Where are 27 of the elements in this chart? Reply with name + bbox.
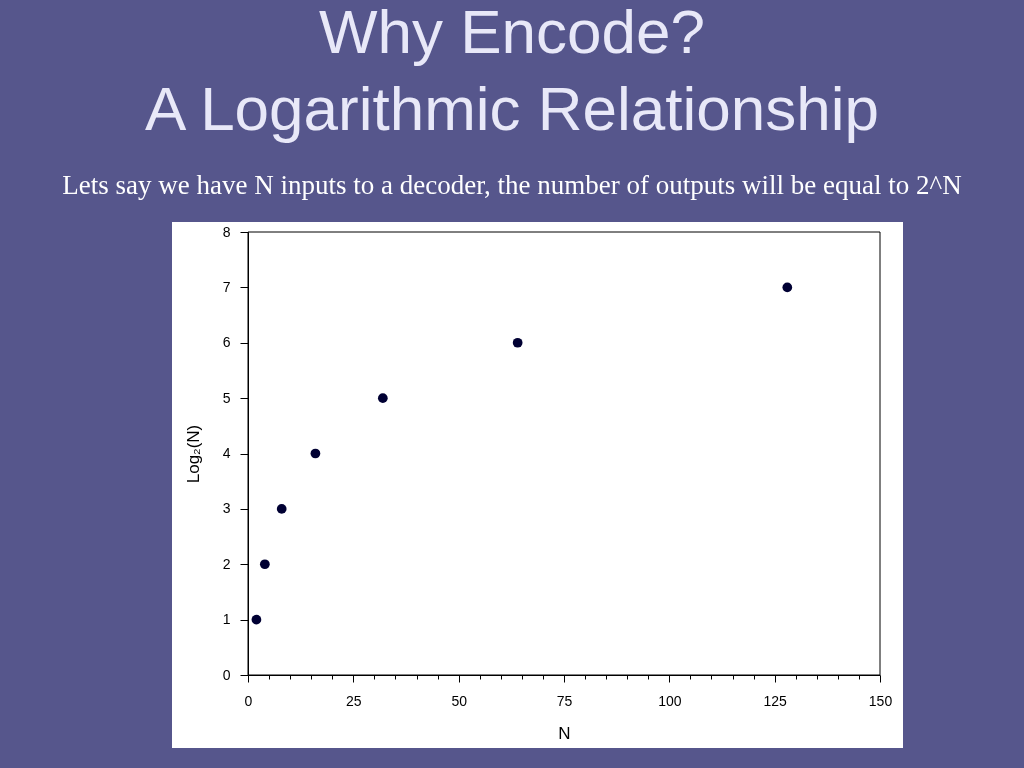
point — [310, 448, 321, 459]
y-tick-label: 0 — [222, 666, 231, 683]
point — [276, 504, 287, 514]
y-tick-label: 4 — [222, 445, 231, 461]
x-tick-label: 50 — [451, 692, 468, 709]
y-tick-label: 2 — [222, 555, 231, 572]
x-tick-label: 0 — [244, 692, 253, 709]
y-tick-label: 6 — [222, 334, 231, 351]
y-tick-label: 3 — [222, 500, 231, 517]
point — [782, 282, 793, 293]
point — [251, 614, 262, 625]
point — [377, 393, 388, 403]
y-tick-label: 1 — [222, 611, 231, 628]
y-tick-label: 8 — [222, 223, 231, 240]
chart-title: Why Encode? A Logarithmic Relationship — [144, 0, 880, 143]
point — [512, 337, 523, 348]
x-axis-title: N — [558, 723, 571, 743]
x-tick-label: 100 — [658, 692, 682, 709]
x-tick-label: 150 — [868, 692, 893, 709]
chart-subtitle: Lets say we have N inputs to a decoder, the number of outputs will be equal to 2^N — [62, 170, 962, 200]
x-tick-label: 25 — [346, 692, 362, 709]
y-axis-title: Log₂(N) — [183, 424, 203, 484]
x-tick-label: 125 — [763, 692, 788, 709]
y-tick-label: 7 — [222, 278, 231, 295]
point — [259, 559, 270, 570]
x-tick-label: 75 — [556, 692, 573, 709]
y-tick-label: 5 — [222, 389, 231, 406]
